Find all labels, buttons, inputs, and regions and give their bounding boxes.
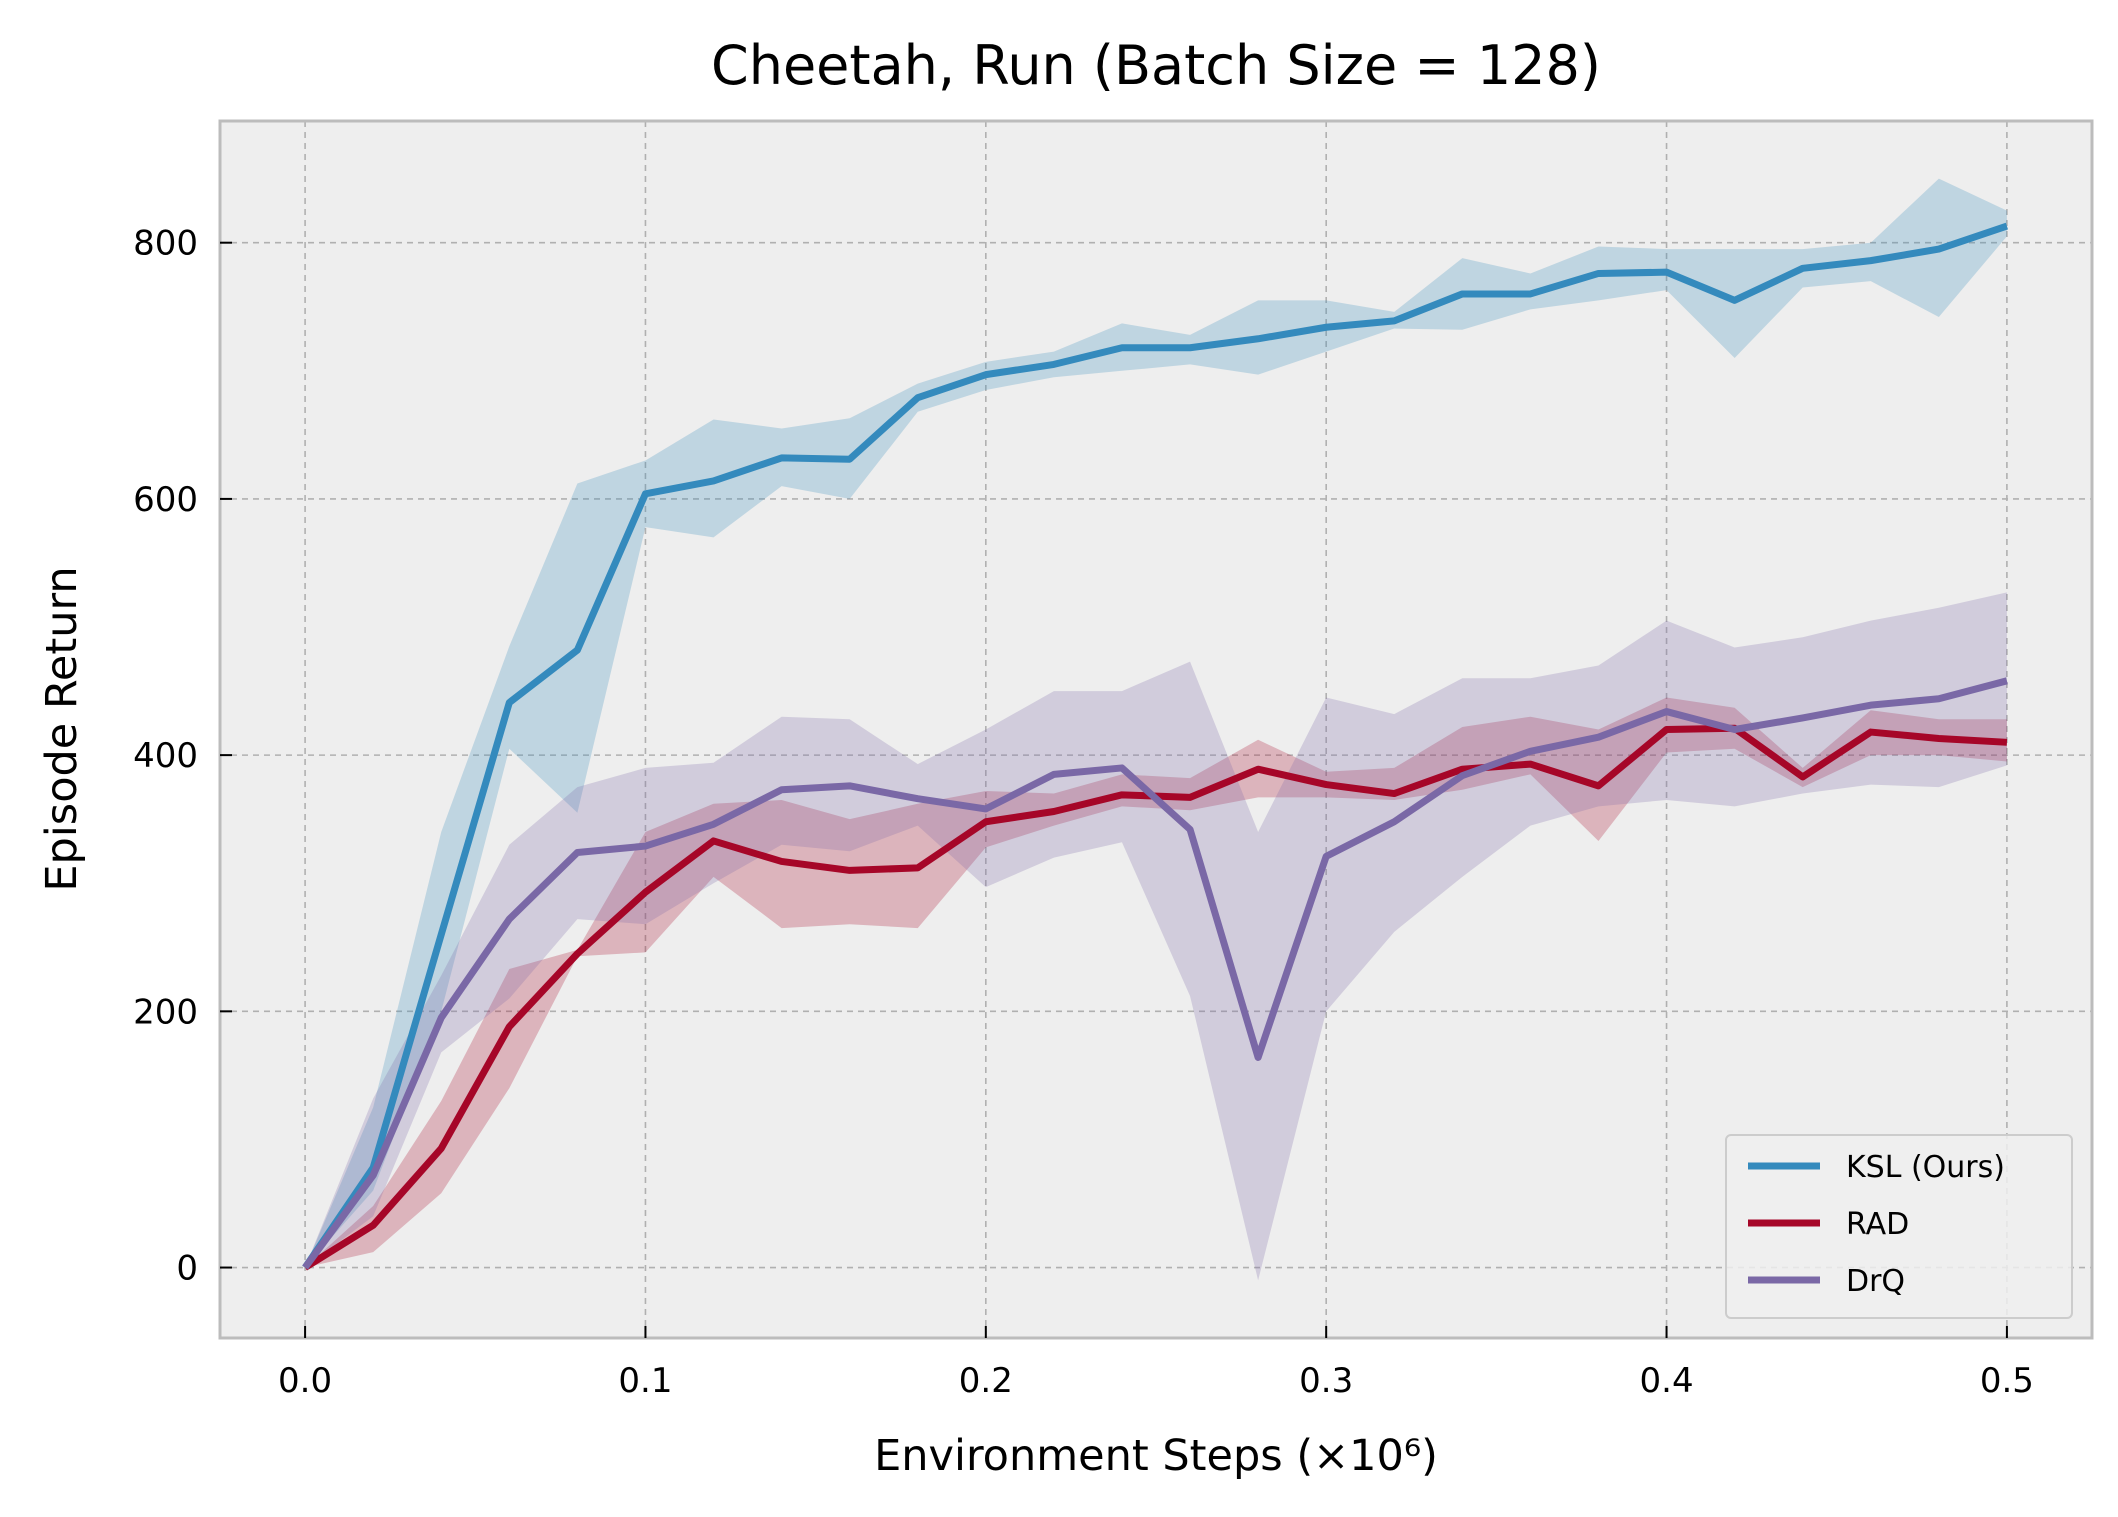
chart-title: Cheetah, Run (Batch Size = 128) — [711, 34, 1601, 97]
y-tick-label: 800 — [133, 224, 198, 264]
axis-ticks: 0.0 0.1 0.2 0.3 0.4 0.5 0 200 400 600 800 — [133, 224, 2034, 1401]
y-tick-label: 200 — [133, 992, 198, 1032]
y-axis-label: Episode Return — [37, 566, 87, 891]
confidence-bands — [305, 178, 2007, 1281]
plot-frame — [218, 119, 2094, 1340]
x-tick-label: 0.2 — [959, 1361, 1013, 1401]
x-tick-label: 0.0 — [278, 1361, 332, 1401]
line-drq — [302, 677, 2008, 1270]
legend-label-ksl-ours: KSL (Ours) — [1846, 1150, 2005, 1185]
x-tick-label: 0.5 — [1980, 1361, 2034, 1401]
line-ksl-ours — [302, 222, 2009, 1270]
legend-label-drq: DrQ — [1846, 1264, 1905, 1299]
legend-label-rad: RAD — [1846, 1207, 1909, 1242]
x-tick-label: 0.1 — [618, 1361, 672, 1401]
grid-layer — [220, 121, 2092, 1338]
band-ksl-ours — [305, 178, 2007, 1268]
y-tick-label: 600 — [133, 480, 198, 520]
band-rad — [305, 697, 2007, 1268]
y-tick-label: 400 — [133, 736, 198, 776]
legend: KSL (Ours) RAD DrQ — [1725, 1134, 2073, 1319]
y-tick-label: 0 — [176, 1249, 198, 1289]
x-axis-label: Environment Steps (×10⁶) — [874, 1431, 1438, 1481]
band-drq — [305, 592, 2007, 1281]
series-lines — [302, 222, 2009, 1271]
x-tick-label: 0.4 — [1640, 1361, 1694, 1401]
x-tick-label: 0.3 — [1299, 1361, 1353, 1401]
legend-box — [1725, 1134, 2073, 1319]
